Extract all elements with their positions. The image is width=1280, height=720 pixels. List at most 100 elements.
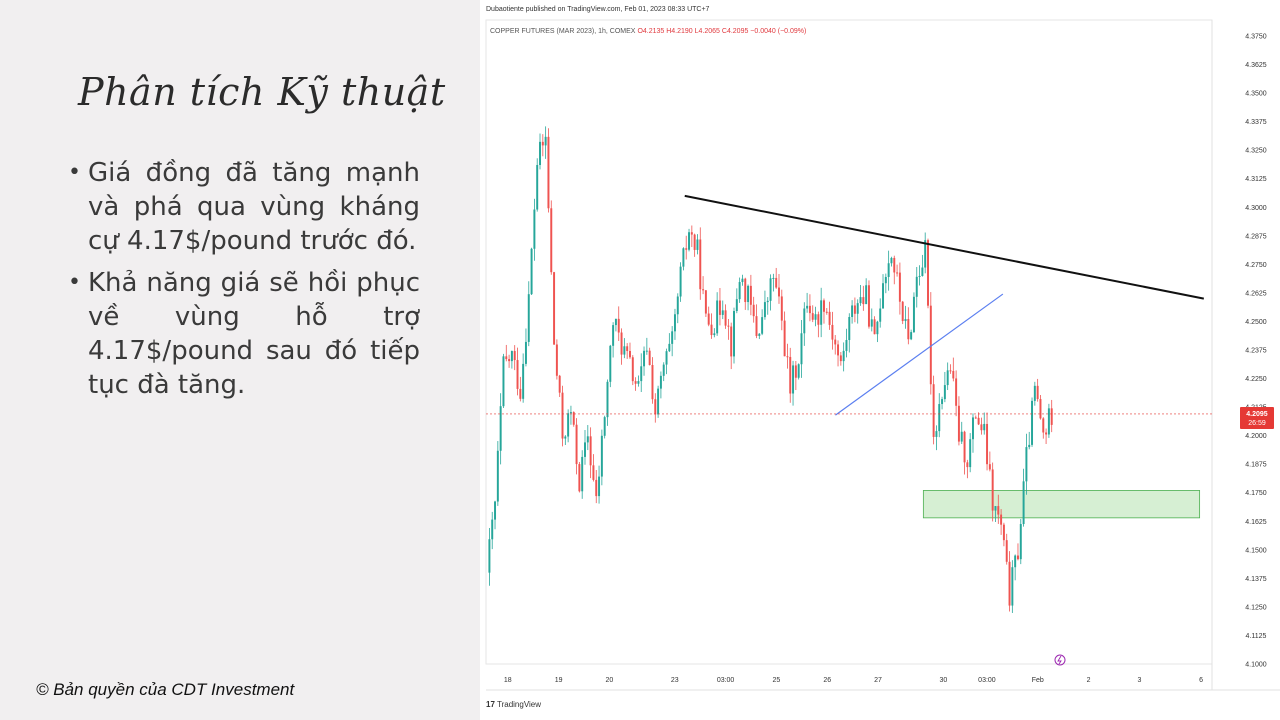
candle-body [617, 318, 620, 333]
candle-body [828, 311, 831, 325]
candle-body [1005, 540, 1008, 562]
bullet-text-2: Khả năng giá sẽ hồi phục về vùng hỗ trợ … [88, 268, 420, 400]
candle-body [986, 423, 989, 465]
candle-body [640, 366, 643, 382]
candle-body [682, 248, 685, 267]
candle-body [969, 439, 972, 468]
candle-body [806, 305, 809, 309]
candle-body [766, 300, 769, 303]
candle-body [955, 378, 958, 406]
candle-body [929, 305, 932, 385]
candle-body [499, 406, 502, 451]
candle-body [845, 340, 848, 351]
candle-body [918, 275, 921, 277]
candle-body [1033, 385, 1036, 401]
candle-body [792, 365, 795, 394]
candle-body [867, 285, 870, 327]
candle-body [972, 417, 974, 440]
last-price-label: 4.2095 [1246, 411, 1268, 418]
candle-body [530, 248, 533, 295]
candle-body [912, 296, 915, 333]
candle-body [811, 313, 814, 320]
candle-body [665, 351, 668, 365]
tradingview-chart-panel[interactable]: 4.3750 4.3625 4.3500 4.3375 4.3250 4.3125 4.30… [480, 0, 1280, 720]
countdown-label: 26:59 [1248, 420, 1266, 427]
price-tick-label: 4.2750 [1245, 262, 1267, 269]
candle-body [581, 456, 584, 492]
candle-body [651, 365, 654, 400]
candle-body [1000, 514, 1003, 525]
candle-body [966, 462, 969, 468]
candle-body [980, 424, 983, 431]
candle-body [654, 399, 657, 415]
candle-body [935, 431, 938, 437]
candle-body [786, 356, 789, 358]
time-tick-label: 19 [555, 677, 563, 684]
candlestick-chart[interactable]: 4.3750 4.3625 4.3500 4.3375 4.3250 4.3125 4.30… [480, 0, 1280, 720]
candle-body [882, 283, 885, 309]
candle-body [927, 240, 929, 306]
candle-body [645, 350, 648, 352]
candle-body [794, 365, 797, 378]
candle-body [673, 314, 676, 332]
candle-body [808, 305, 811, 314]
candle-body [870, 319, 873, 327]
tradingview-logo[interactable]: 17 TradingView [486, 700, 541, 709]
candle-body [769, 278, 772, 301]
candle-body [598, 476, 601, 497]
candle-body [853, 305, 856, 314]
candle-body [1025, 447, 1028, 482]
candle-body [541, 141, 544, 146]
candle-body [555, 344, 558, 376]
candle-body [628, 350, 631, 358]
candle-body [890, 257, 893, 264]
price-tick-label: 4.1250 [1245, 604, 1267, 611]
candle-body [803, 308, 806, 334]
candle-body [659, 375, 662, 389]
candle-body [643, 350, 646, 367]
candle-body [1039, 399, 1042, 419]
candle-body [991, 469, 994, 511]
candle-body [589, 436, 592, 466]
slide-text-panel: Phân tích Kỹ thuật • Giá đồng đã tăng mạ… [0, 0, 480, 720]
candle-body [820, 300, 823, 325]
slide-title: Phân tích Kỹ thuật [78, 70, 446, 114]
candle-body [496, 450, 499, 502]
last-price-tag [1240, 406, 1274, 429]
candle-body [544, 136, 547, 146]
candle-body [896, 272, 899, 274]
price-tick-label: 4.3500 [1245, 91, 1267, 98]
candle-body [1031, 400, 1034, 445]
support-trendline [835, 293, 1004, 416]
price-tick-label: 4.1875 [1245, 462, 1267, 469]
candle-body [572, 412, 575, 425]
time-tick-label: 03:00 [717, 677, 735, 684]
price-tick-label: 4.2625 [1245, 290, 1267, 297]
resistance-trendline [684, 194, 1205, 300]
time-tick-label: Feb [1032, 677, 1044, 684]
candle-body [924, 240, 927, 268]
candle-body [510, 351, 513, 362]
candle-body [825, 311, 828, 313]
candle-body [693, 234, 696, 250]
price-tick-label: 4.1125 [1246, 633, 1267, 640]
candle-body [1028, 444, 1031, 448]
candle-body [884, 277, 887, 284]
candle-body [1036, 385, 1039, 400]
candle-body [513, 351, 516, 361]
candle-body [831, 324, 834, 340]
candle-body [567, 413, 570, 437]
candle-body [1042, 418, 1045, 433]
bullet-list: • Giá đồng đã tăng mạnh và phá qua vùng … [68, 156, 420, 410]
candle-body [952, 370, 955, 379]
support-zone [922, 490, 1201, 519]
candle-body [488, 539, 491, 573]
candle-body [755, 316, 758, 336]
candle-body [817, 314, 820, 325]
candle-body [842, 350, 845, 362]
candle-body [887, 263, 890, 278]
candle-body [752, 304, 755, 317]
candle-body [688, 232, 691, 250]
candle-body [859, 297, 862, 304]
candle-body [727, 325, 730, 327]
